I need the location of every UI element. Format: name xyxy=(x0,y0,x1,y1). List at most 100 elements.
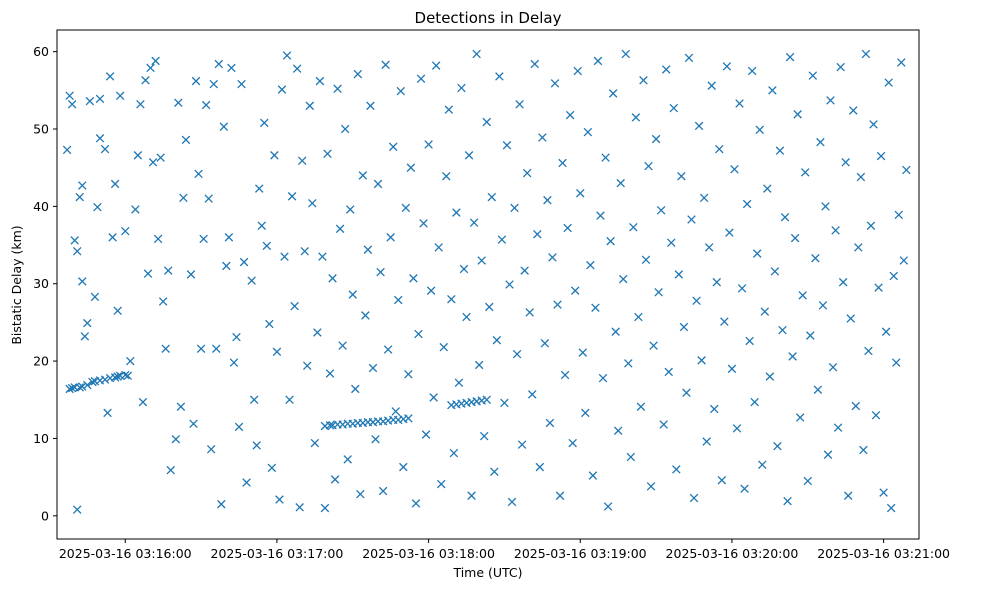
data-point xyxy=(383,345,393,354)
data-point xyxy=(768,86,777,95)
y-tick-label: 30 xyxy=(33,276,49,291)
data-point xyxy=(765,372,775,381)
data-point xyxy=(540,339,550,348)
data-point xyxy=(469,218,479,227)
data-point xyxy=(864,346,873,356)
data-point xyxy=(697,356,706,365)
data-point xyxy=(88,377,97,387)
data-point xyxy=(388,142,398,152)
data-point xyxy=(821,202,830,211)
data-point xyxy=(497,235,507,244)
data-point xyxy=(636,402,646,411)
data-point xyxy=(707,81,716,90)
data-point xyxy=(894,210,904,220)
data-point xyxy=(780,212,790,222)
data-point xyxy=(315,76,325,86)
data-point xyxy=(727,364,737,374)
data-point xyxy=(535,462,545,472)
data-point xyxy=(260,118,269,128)
data-point xyxy=(464,151,474,160)
data-point xyxy=(206,445,216,454)
data-point xyxy=(181,135,191,145)
data-point xyxy=(325,369,335,378)
data-point xyxy=(457,83,466,93)
data-point xyxy=(209,79,218,89)
data-point xyxy=(366,101,375,111)
data-point xyxy=(631,113,641,122)
data-point xyxy=(876,151,886,161)
data-point xyxy=(474,360,484,370)
data-point xyxy=(161,344,170,353)
data-point xyxy=(553,300,562,309)
data-point xyxy=(563,223,572,233)
data-point xyxy=(141,76,150,85)
data-point xyxy=(136,100,145,109)
data-point xyxy=(897,58,906,67)
data-point xyxy=(70,236,79,245)
data-point xyxy=(788,352,797,361)
data-point xyxy=(381,60,390,70)
data-point xyxy=(586,260,595,270)
marker-layer xyxy=(62,49,911,514)
y-tick-label: 0 xyxy=(41,508,49,523)
data-point xyxy=(133,151,143,160)
data-point xyxy=(525,308,534,317)
data-point xyxy=(65,91,74,101)
data-point xyxy=(72,505,82,514)
data-point xyxy=(828,363,838,372)
data-point xyxy=(626,452,636,462)
data-point xyxy=(568,438,577,448)
data-point xyxy=(232,332,241,342)
data-point xyxy=(426,286,436,295)
data-point xyxy=(709,404,719,414)
data-point xyxy=(131,205,140,214)
data-point xyxy=(507,497,517,507)
data-point xyxy=(783,496,792,506)
data-point xyxy=(227,63,236,73)
data-point xyxy=(424,140,433,149)
data-point xyxy=(239,257,249,267)
data-point xyxy=(452,208,461,217)
data-point xyxy=(826,96,835,105)
data-point xyxy=(323,149,332,159)
data-point xyxy=(265,319,274,329)
data-point xyxy=(105,72,115,81)
data-point xyxy=(758,460,767,469)
data-point xyxy=(646,482,656,491)
data-point xyxy=(156,153,165,162)
data-point xyxy=(538,133,547,142)
data-point xyxy=(702,437,711,446)
data-point xyxy=(115,91,125,101)
data-point xyxy=(482,395,491,405)
data-point xyxy=(189,419,198,428)
data-point xyxy=(126,356,135,366)
data-point xyxy=(224,233,234,242)
data-point xyxy=(305,101,315,111)
data-point xyxy=(654,287,663,297)
data-point xyxy=(823,450,833,459)
data-point xyxy=(419,219,428,228)
data-point xyxy=(110,179,120,189)
data-point xyxy=(78,277,87,286)
data-point xyxy=(833,423,843,432)
data-point xyxy=(854,243,863,252)
data-point xyxy=(252,441,261,450)
data-point xyxy=(272,347,282,357)
data-point xyxy=(95,134,105,143)
data-point xyxy=(211,344,221,353)
data-point xyxy=(219,122,229,131)
data-point xyxy=(737,284,747,293)
data-point xyxy=(282,51,292,60)
data-point xyxy=(447,294,456,304)
data-point xyxy=(750,397,759,407)
data-point xyxy=(611,327,620,336)
data-point xyxy=(373,179,383,189)
data-point xyxy=(65,384,74,394)
data-point xyxy=(520,266,529,275)
data-point xyxy=(591,303,600,312)
data-point xyxy=(194,169,203,179)
data-point xyxy=(667,238,676,247)
data-point xyxy=(138,397,148,407)
data-point xyxy=(214,59,224,69)
y-tick-label: 40 xyxy=(33,199,49,214)
